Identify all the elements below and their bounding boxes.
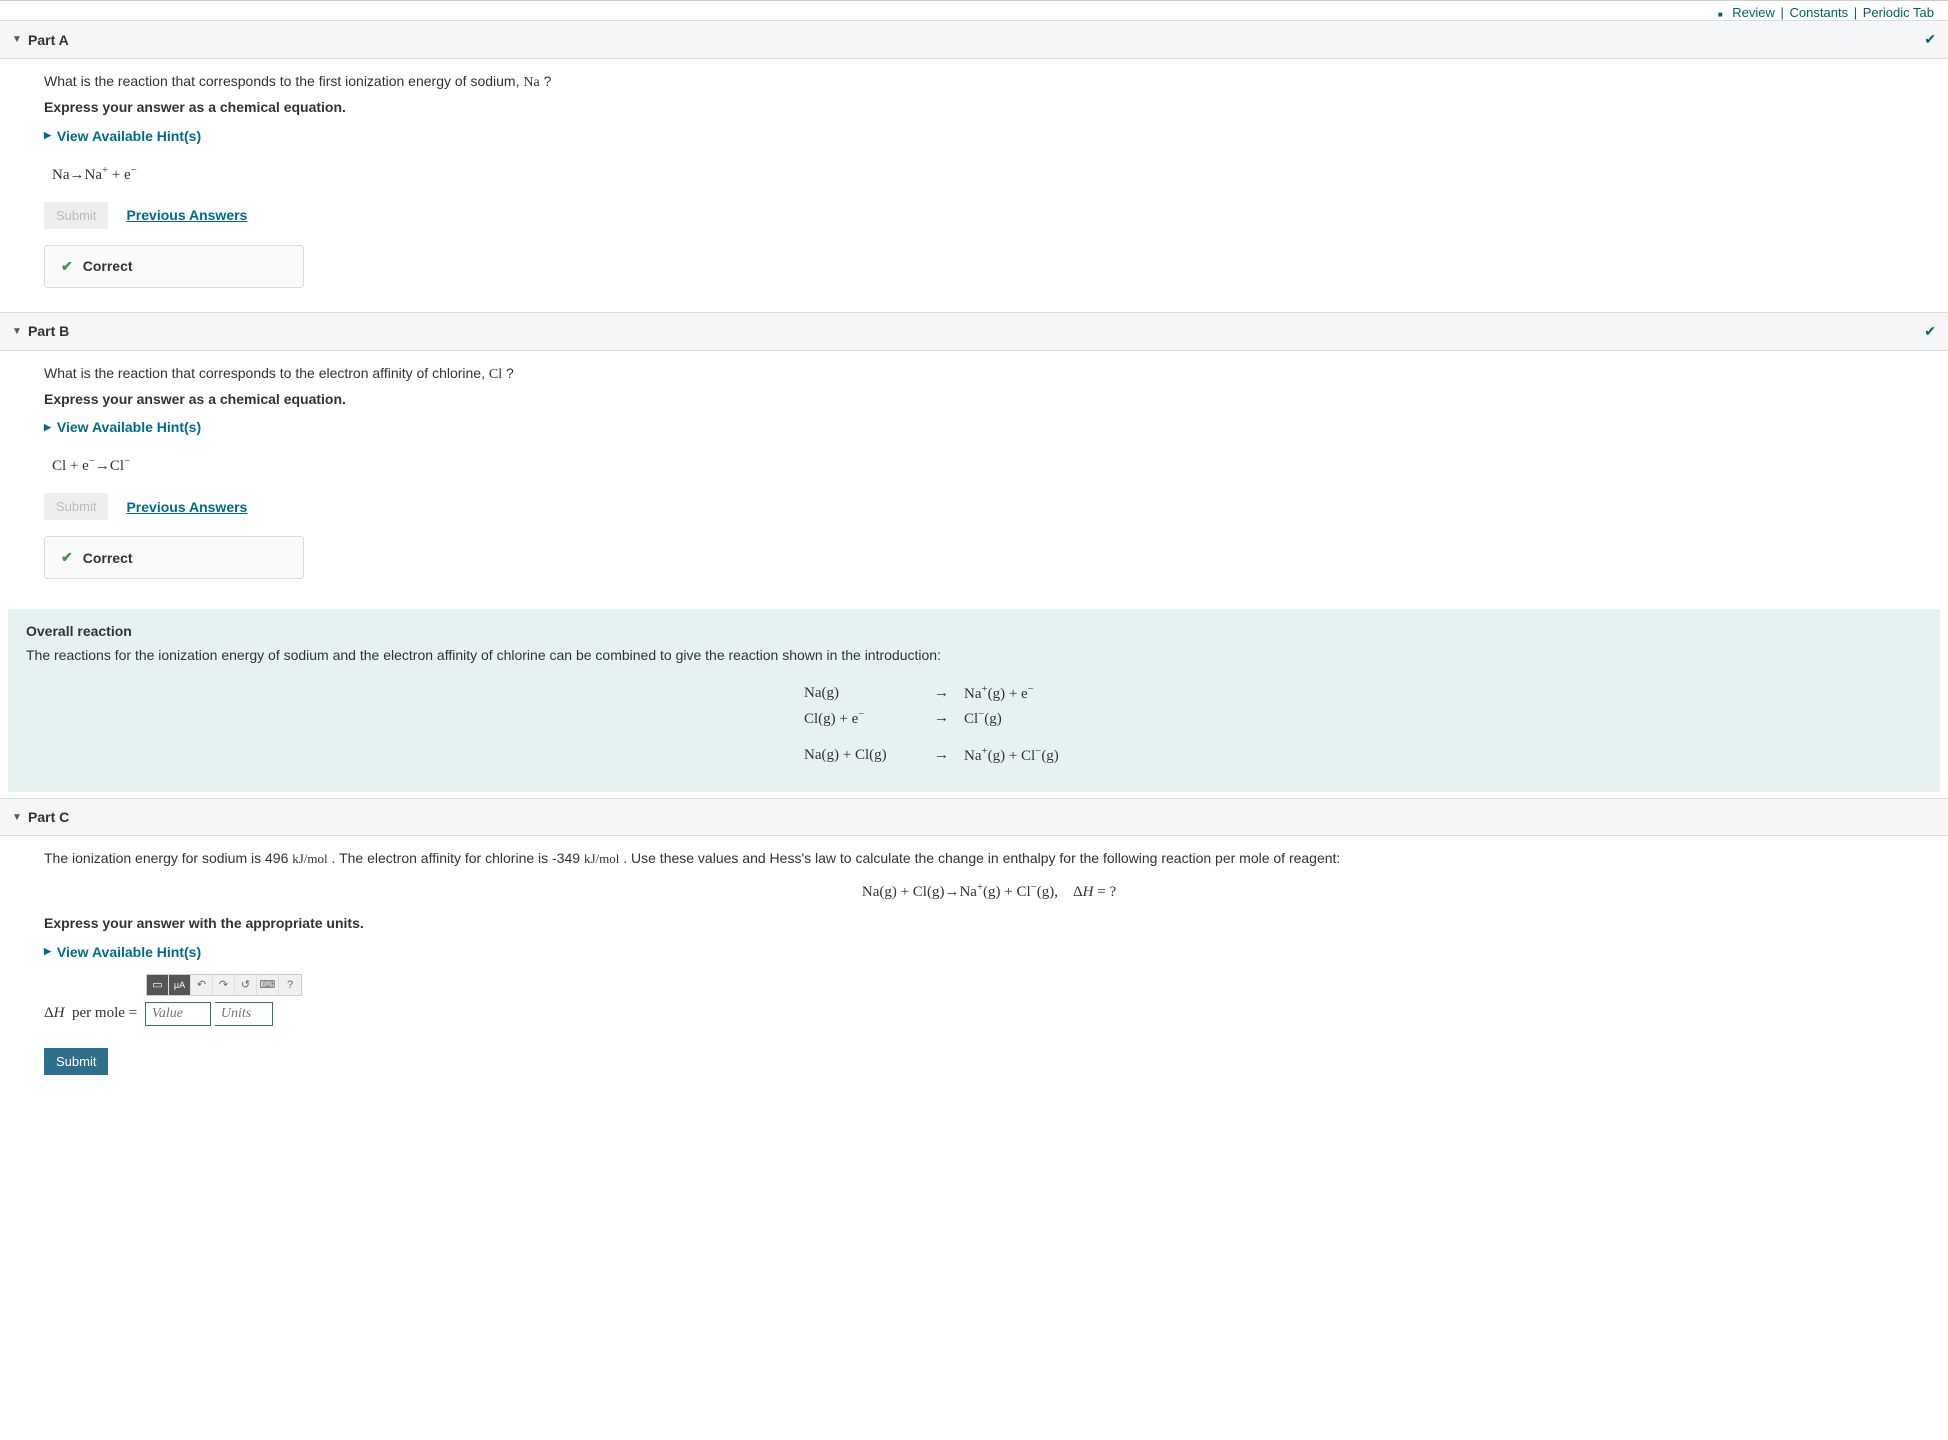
submit-button-disabled: Submit [44, 493, 108, 520]
template-icon[interactable]: ▭ [147, 975, 169, 995]
part-c-body: The ionization energy for sodium is 496 … [0, 836, 1948, 1099]
hint-toggle[interactable]: ▶ View Available Hint(s) [44, 419, 201, 435]
caret-right-icon: ▶ [44, 946, 51, 957]
top-links: ■ Review | Constants | Periodic Tab [1718, 5, 1936, 20]
prompt-text-end: ? [502, 365, 514, 381]
caret-down-icon: ▼ [12, 34, 22, 45]
prompt-seg1: The ionization energy for sodium is 496 [44, 850, 292, 866]
delta-h-label: ΔH per mole = [44, 1005, 141, 1022]
part-a-title: Part A [28, 32, 69, 48]
correct-feedback: ✔ Correct [44, 245, 304, 288]
part-a-buttons: Submit Previous Answers [44, 202, 1934, 229]
part-c-instruction: Express your answer with the appropriate… [44, 915, 1934, 931]
part-a-equation: Na→Na+ + e− [52, 164, 1934, 184]
prompt-seg2: . The electron affinity for chlorine is … [328, 850, 584, 866]
prompt-symbol: Cl [489, 367, 502, 382]
part-c-title: Part C [28, 809, 69, 825]
units-input[interactable] [215, 1002, 273, 1026]
part-b-buttons: Submit Previous Answers [44, 493, 1934, 520]
check-icon: ✔ [1924, 323, 1936, 340]
help-icon[interactable]: ? [279, 975, 301, 995]
part-b-equation: Cl + e−→Cl− [52, 455, 1934, 475]
answer-area: ▭ μA ↶ ↷ ↺ ⌨ ? ΔH per mole = [44, 974, 1934, 1026]
part-a-instruction: Express your answer as a chemical equati… [44, 99, 1934, 115]
input-toolbar: ▭ μA ↶ ↷ ↺ ⌨ ? [146, 974, 302, 996]
caret-down-icon: ▼ [12, 326, 22, 337]
overall-desc: The reactions for the ionization energy … [26, 647, 1922, 663]
submit-button-disabled: Submit [44, 202, 108, 229]
unit1: kJ/mol [292, 851, 327, 866]
part-c-header[interactable]: ▼ Part C [0, 798, 1948, 836]
part-b-prompt: What is the reaction that corresponds to… [44, 365, 1934, 383]
part-b-body: What is the reaction that corresponds to… [0, 351, 1948, 604]
correct-feedback: ✔ Correct [44, 536, 304, 579]
unit2: kJ/mol [584, 851, 619, 866]
prompt-text-end: ? [540, 73, 552, 89]
reset-icon[interactable]: ↺ [235, 975, 257, 995]
answer-row: ΔH per mole = [44, 1002, 1934, 1026]
constants-link[interactable]: Constants [1788, 5, 1851, 20]
correct-label: Correct [83, 550, 133, 566]
hint-label: View Available Hint(s) [57, 419, 201, 435]
hint-toggle[interactable]: ▶ View Available Hint(s) [44, 944, 201, 960]
previous-answers-link[interactable]: Previous Answers [126, 499, 247, 515]
correct-label: Correct [83, 258, 133, 274]
periodic-link[interactable]: Periodic Tab [1861, 5, 1936, 20]
caret-right-icon: ▶ [44, 130, 51, 141]
prompt-text: What is the reaction that corresponds to… [44, 73, 523, 89]
review-link[interactable]: Review [1730, 5, 1777, 20]
part-a-prompt: What is the reaction that corresponds to… [44, 73, 1934, 91]
hint-toggle[interactable]: ▶ View Available Hint(s) [44, 128, 201, 144]
previous-answers-link[interactable]: Previous Answers [126, 207, 247, 223]
check-icon: ✔ [1924, 31, 1936, 48]
hint-label: View Available Hint(s) [57, 944, 201, 960]
part-b-instruction: Express your answer as a chemical equati… [44, 391, 1934, 407]
part-a-header[interactable]: ▼ Part A ✔ [0, 20, 1948, 59]
check-icon: ✔ [61, 549, 73, 566]
overall-reaction-box: Overall reaction The reactions for the i… [8, 609, 1940, 792]
hint-label: View Available Hint(s) [57, 128, 201, 144]
redo-icon[interactable]: ↷ [213, 975, 235, 995]
submit-button[interactable]: Submit [44, 1048, 108, 1075]
prompt-symbol: Na [523, 75, 539, 90]
check-icon: ✔ [61, 258, 73, 275]
part-a-body: What is the reaction that corresponds to… [0, 59, 1948, 312]
keyboard-icon[interactable]: ⌨ [257, 975, 279, 995]
part-b-header[interactable]: ▼ Part B ✔ [0, 312, 1948, 351]
caret-down-icon: ▼ [12, 812, 22, 823]
overall-equations: Na(g)→Na+(g) + e− Cl(g) + e−→Cl−(g) Na(g… [804, 681, 1144, 768]
part-b-title: Part B [28, 323, 69, 339]
caret-right-icon: ▶ [44, 422, 51, 433]
part-c-prompt: The ionization energy for sodium is 496 … [44, 850, 1934, 867]
value-input[interactable] [145, 1002, 211, 1026]
undo-icon[interactable]: ↶ [191, 975, 213, 995]
part-c-equation: Na(g) + Cl(g)→Na+(g) + Cl−(g), ΔH = ? [44, 881, 1934, 901]
bullet-icon: ■ [1718, 10, 1723, 19]
top-bar: ■ Review | Constants | Periodic Tab [0, 0, 1948, 20]
overall-title: Overall reaction [26, 623, 1922, 639]
units-icon[interactable]: μA [169, 975, 191, 995]
prompt-seg3: . Use these values and Hess's law to cal… [619, 850, 1340, 866]
prompt-text: What is the reaction that corresponds to… [44, 365, 489, 381]
